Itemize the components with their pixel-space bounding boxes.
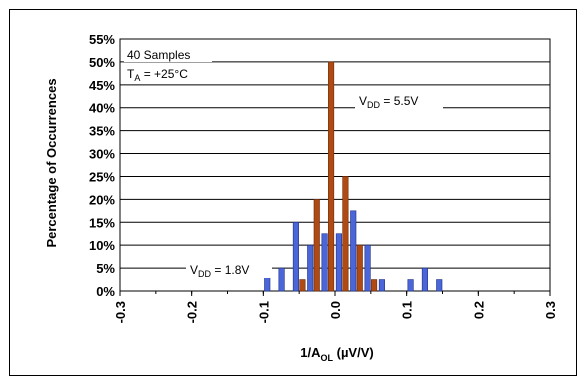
temperature-annotation: TA = +25°C [127,67,188,83]
vdd-5.5v-annotation-bg [355,92,443,109]
y-tick-label: 45% [89,78,115,93]
vdd-1.8v-annotation-part: = 1.8V [211,263,249,277]
bar-vdd-1.8v [278,267,285,292]
vdd-5.5v-annotation: VDD = 5.5V [359,94,418,110]
y-tick-label: 30% [89,147,115,162]
y-tick-label: 0% [96,284,115,299]
bar-vdd-5.5v [342,176,349,292]
samples-annotation-part: 40 Samples [127,48,190,62]
y-tick-label: 55% [89,32,115,47]
x-tick-label: 0.3 [543,301,558,319]
x-tick-label: 0.1 [400,301,415,319]
y-tick-labels: 0% 5% 10% 15% 20% 25% 30% 35% 40% 45% 50% 55% [89,32,115,299]
bar-vdd-5.5v [299,279,306,292]
bar-vdd-5.5v [371,279,378,292]
bar-vdd-1.8v [378,279,385,292]
bar-vdd-1.8v [321,233,328,292]
y-tick-label: 5% [96,261,115,276]
bar-vdd-1.8v [421,267,428,292]
temperature-annotation-part: A [134,73,140,83]
bar-vdd-5.5v [313,199,320,292]
bar-vdd-1.8v [292,221,299,292]
y-axis-label: Percentage of Occurrences [44,78,59,247]
vdd-5.5v-annotation-part: DD [367,100,380,110]
x-tick-label: -0.1 [256,301,271,323]
x-axis-label-main: 1/A [300,345,321,360]
vdd-1.8v-annotation-bg [186,261,272,278]
bar-vdd-5.5v [328,61,335,292]
x-axis-label: 1/AOL (µV/V) [300,345,373,363]
x-tick-label: -0.2 [185,301,200,323]
bar-vdd-1.8v [307,244,314,292]
bar-vdd-1.8v [350,210,357,292]
y-tick-label: 20% [89,192,115,207]
x-tick-label: 0.0 [328,301,343,319]
samples-annotation-bg [124,47,212,62]
bar-vdd-1.8v [407,279,414,292]
bar-vdd-5.5v [356,244,363,292]
bars [264,61,443,292]
bar-vdd-1.8v [364,244,371,292]
y-tick-label: 25% [89,169,115,184]
x-axis-label-unit: (µV/V) [333,345,374,360]
y-tick-label: 15% [89,215,115,230]
vdd-5.5v-annotation-part: = 5.5V [380,94,418,108]
vdd-1.8v-annotation-part: V [190,263,198,277]
bar-vdd-1.8v [436,279,443,292]
temperature-annotation-part: = +25°C [140,67,188,81]
vdd-1.8v-annotation: VDD = 1.8V [190,263,249,279]
y-tick-label: 40% [89,101,115,116]
temperature-annotation-part: T [127,67,135,81]
vdd-1.8v-annotation-part: DD [198,269,211,279]
x-tick-label: -0.3 [113,301,128,323]
temperature-annotation-bg [124,65,212,82]
y-tick-label: 35% [89,124,115,139]
gridlines [120,38,550,292]
x-tick-labels: -0.3 -0.2 -0.1 0.0 0.1 0.2 0.3 [113,291,558,323]
vdd-5.5v-annotation-part: V [359,94,367,108]
bar-vdd-1.8v [335,233,342,292]
x-axis-label-sub: OL [321,353,334,363]
samples-annotation: 40 Samples [127,48,190,62]
y-tick-label: 50% [89,55,115,70]
x-tick-label: 0.2 [471,301,486,319]
y-tick-label: 10% [89,238,115,253]
